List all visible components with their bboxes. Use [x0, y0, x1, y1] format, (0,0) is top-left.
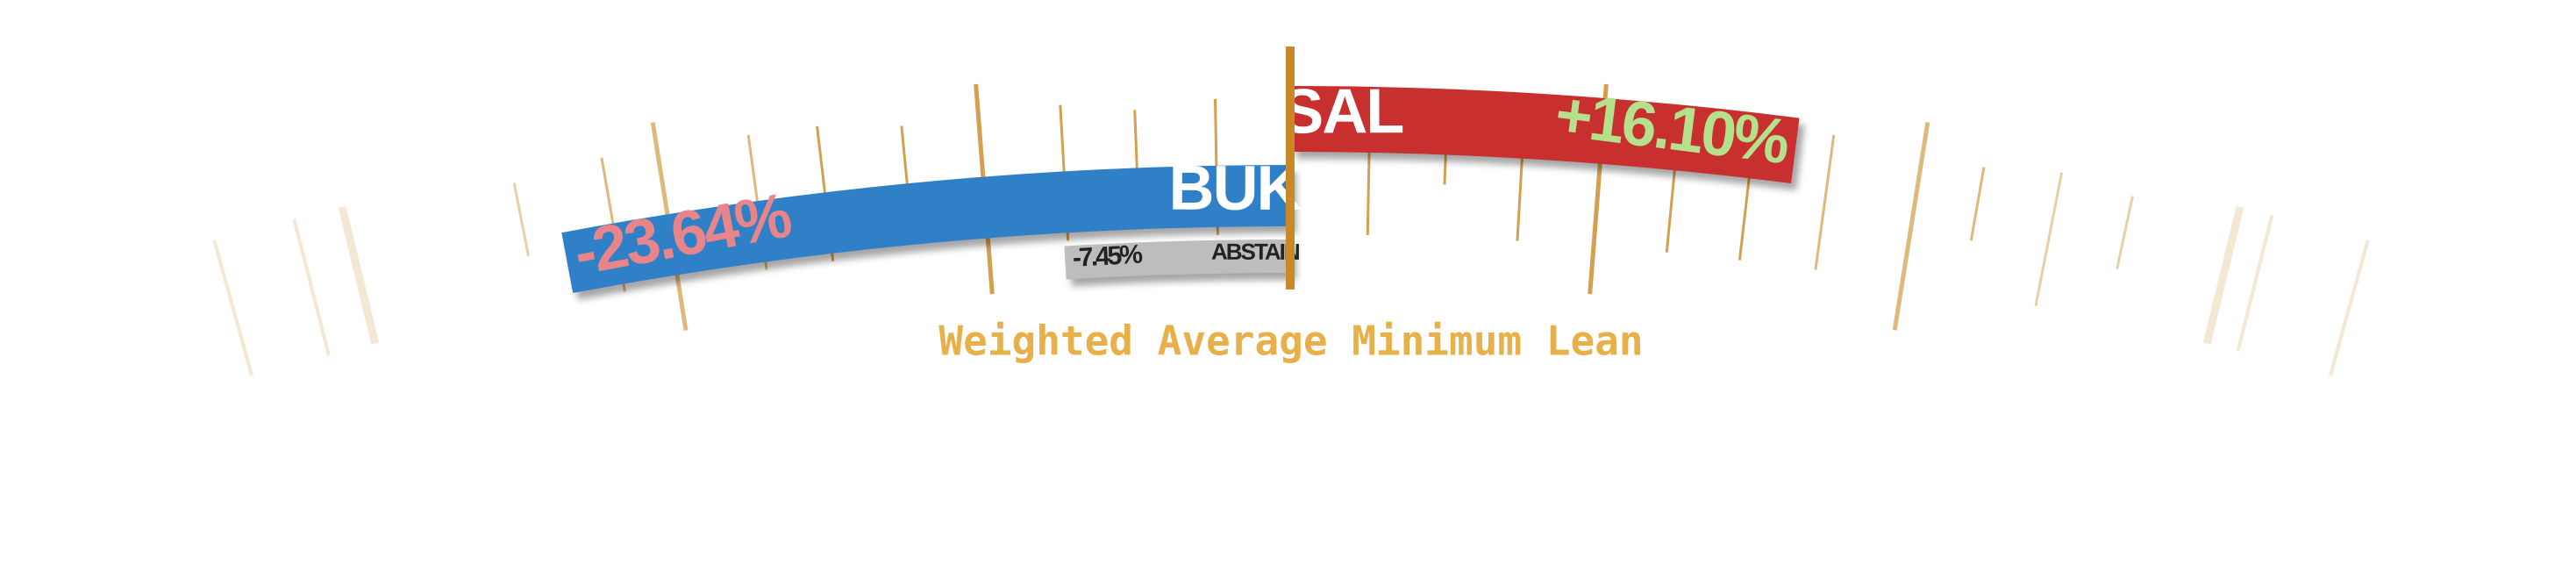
gauge-tick — [2034, 172, 2064, 307]
gauge-tick — [2202, 205, 2244, 345]
bar-name: SAL — [1281, 76, 1402, 147]
gauge-tick — [338, 205, 380, 345]
gauge-tick — [1969, 167, 1986, 241]
gauge-tick — [1814, 134, 1836, 270]
gauge-tick — [2236, 214, 2274, 352]
bar-name: BUK — [1168, 154, 1302, 224]
needle — [1286, 46, 1295, 290]
bar-layer: BUK-23.64% ABSTAIN-7.45%SAL +16.10% — [561, 76, 1800, 293]
gauge-tick — [292, 218, 331, 356]
bar-value-label: -7.45% — [1072, 239, 1143, 272]
lean-bar — [1291, 86, 1800, 183]
gauge-tick — [2329, 239, 2370, 376]
bar-name: ABSTAIN — [1211, 239, 1300, 265]
lean-bar — [1064, 239, 1291, 280]
gauge-tick — [212, 239, 253, 376]
gauge-tick — [2116, 196, 2134, 269]
gauge-title: Weighted Average Minimum Lean — [938, 318, 1643, 365]
gauge-tick — [512, 182, 530, 257]
lean-bar — [561, 165, 1291, 293]
gauge-tick — [1892, 121, 1930, 331]
